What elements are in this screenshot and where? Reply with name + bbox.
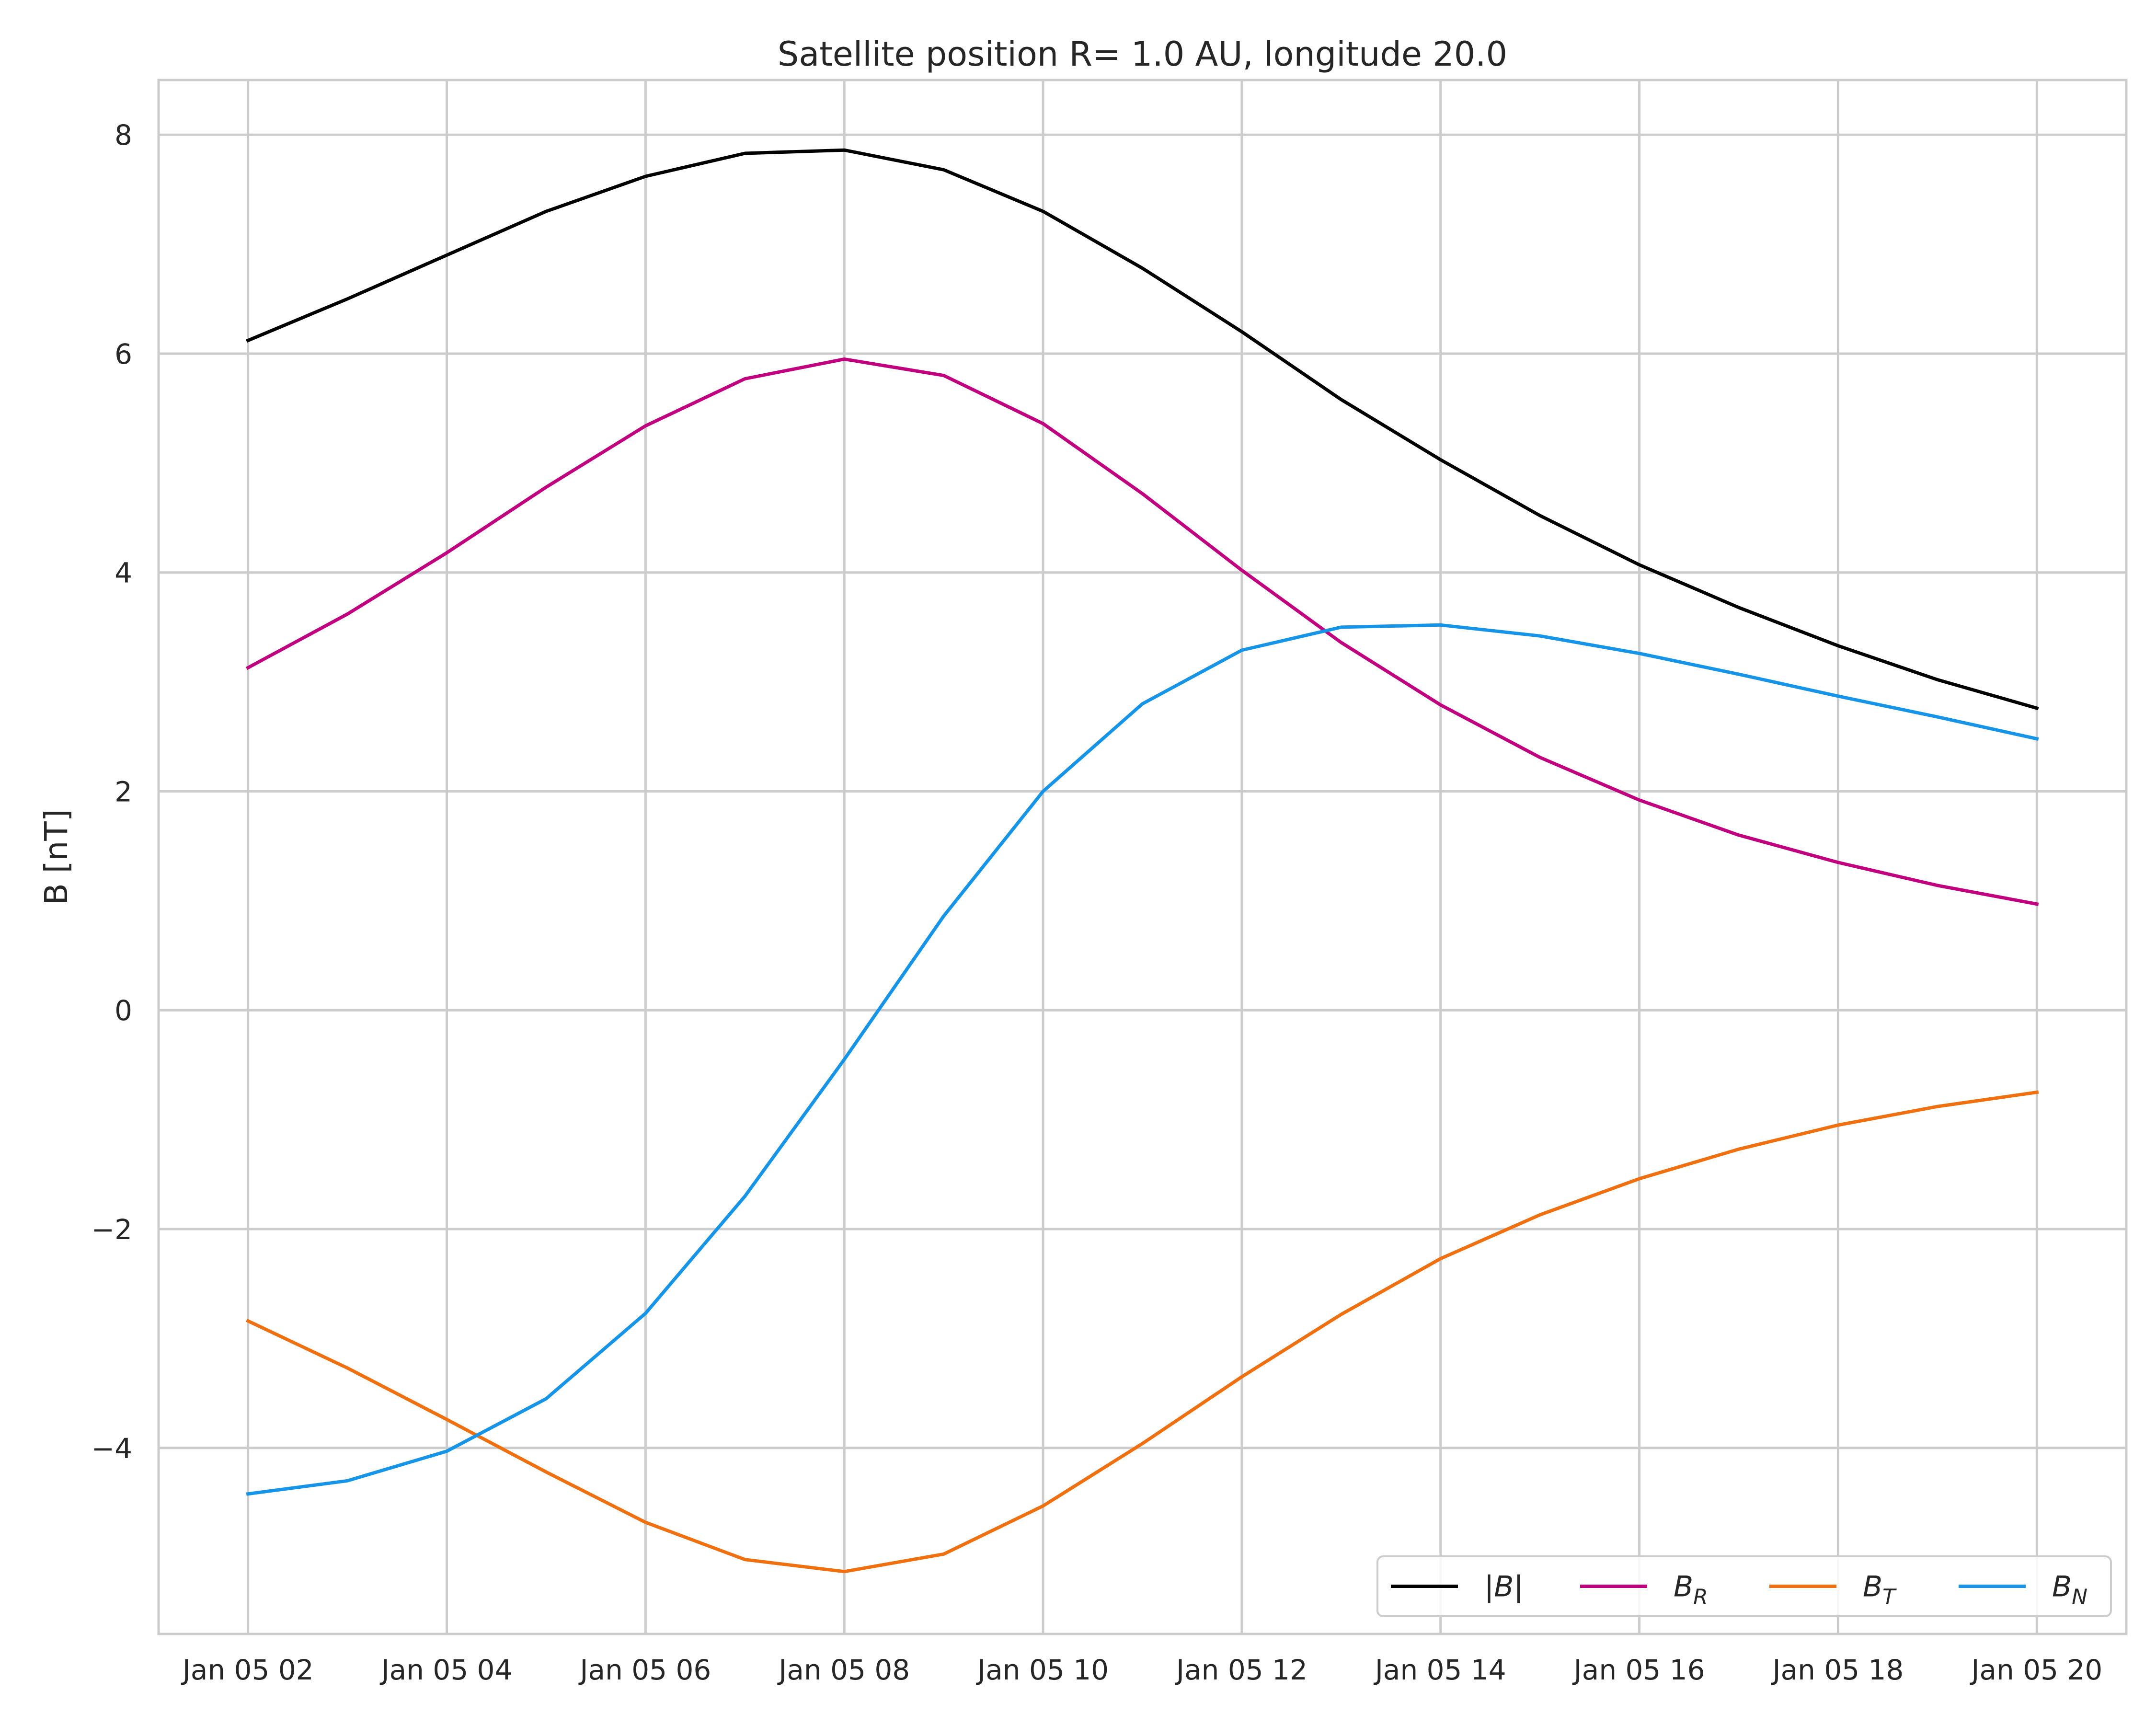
legend: |B| BR BT BN [1376, 1555, 2112, 1617]
legend-label-subscript: R [1693, 1585, 1708, 1610]
plot-frame [157, 79, 2128, 1635]
y-tick-label: 2 [115, 775, 132, 808]
x-tick-label: Jan 05 10 [976, 1654, 1109, 1686]
series-line-bt [246, 1090, 2039, 1574]
x-tick-label: Jan 05 08 [777, 1654, 910, 1686]
x-tick-label: Jan 05 04 [380, 1654, 513, 1686]
series-layer [245, 148, 2039, 1574]
y-axis-ticks: 8 6 4 2 0 −2 −4 [92, 119, 133, 1465]
legend-label-base: B [2052, 1570, 2072, 1604]
legend-box [1376, 1555, 2112, 1617]
legend-label-base: B [1863, 1570, 1882, 1604]
x-tick-label: Jan 05 06 [578, 1654, 711, 1686]
chart-title: Satellite position R= 1.0 AU, longitude … [778, 34, 1507, 74]
x-tick-label: Jan 05 16 [1572, 1654, 1705, 1686]
legend-label: BT [1863, 1570, 1897, 1610]
y-tick-label: 6 [115, 338, 132, 370]
y-tick-label: −2 [92, 1213, 133, 1246]
legend-label-subscript: N [2072, 1585, 2087, 1610]
series-line-br [245, 357, 2039, 906]
series-line-b [246, 148, 2039, 711]
x-axis-ticks: Jan 05 02 Jan 05 04 Jan 05 06 Jan 05 08 Jan … [181, 1654, 2103, 1686]
legend-label: BR [1674, 1570, 1708, 1610]
y-tick-label: 8 [115, 119, 132, 151]
x-tick-label: Jan 05 18 [1771, 1654, 1904, 1686]
grid [159, 80, 2126, 1634]
y-tick-label: 0 [115, 994, 132, 1027]
series-line-bn [246, 623, 2039, 1496]
legend-label-subscript: T [1882, 1585, 1897, 1610]
legend-label: |B| [1484, 1570, 1524, 1604]
y-axis-label: B [nT] [38, 809, 75, 905]
legend-label: BN [2052, 1570, 2087, 1610]
x-tick-label: Jan 05 14 [1374, 1654, 1506, 1686]
x-tick-label: Jan 05 20 [1970, 1654, 2102, 1686]
legend-label-base: B [1674, 1570, 1693, 1604]
legend-label-base: |B| [1484, 1570, 1524, 1604]
y-tick-label: 4 [115, 557, 132, 589]
x-tick-label: Jan 05 02 [181, 1654, 314, 1686]
x-tick-label: Jan 05 12 [1175, 1654, 1307, 1686]
y-tick-label: −4 [92, 1432, 133, 1465]
